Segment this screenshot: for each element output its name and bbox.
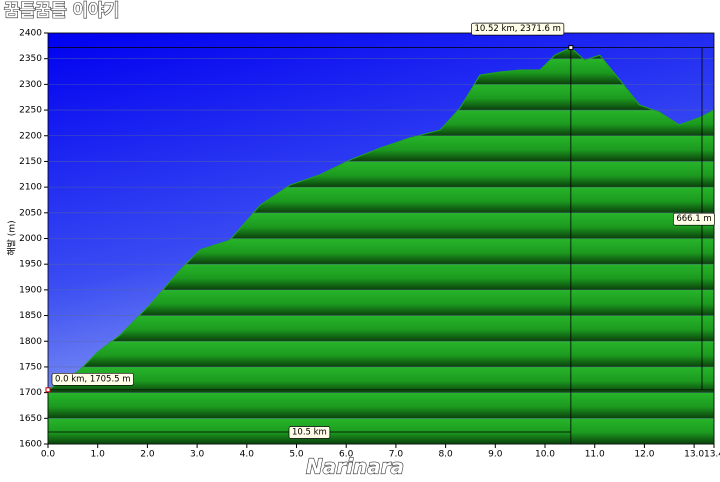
watermark: 꿈틀꿈틀 이야기 [4,1,119,21]
gain-box [672,212,716,226]
x-tick-label: 11.0 [585,450,605,460]
y-tick-label: 2400 [19,29,42,39]
gain-label: 666.1 m [676,214,711,224]
y-axis-label: 해발 (m) [7,220,18,255]
y-tick-label: 2250 [19,106,42,116]
y-tick-label: 1850 [19,311,42,321]
x-tick-label: 7.0 [389,450,404,460]
x-tick-label: 9.0 [488,450,503,460]
x-tick-label: 12.0 [634,450,654,460]
peak-box [471,22,565,36]
start-box [51,372,134,386]
x-tick-label: 0.0 [41,450,56,460]
y-tick-label: 1950 [19,260,42,270]
area [47,46,715,445]
x-tick-label: 8.0 [438,450,453,460]
peak-label: 10.52 km, 2371.6 m [474,24,560,34]
y-tick-label: 2100 [19,183,42,193]
y-tick-label: 1900 [19,285,42,295]
x-tick-label: 1.0 [91,450,106,460]
footer-watermark: Narinara [306,455,404,479]
x-tick-label: 6.0 [339,450,354,460]
start-marker [45,387,51,393]
x-tick-label: 13.0 [684,450,704,460]
plot-frame [47,32,715,445]
y-tick-label: 2050 [19,208,42,218]
y-tick-label: 1750 [19,362,42,372]
y-tick-label: 1800 [19,337,42,347]
y-tick-label: 2300 [19,80,42,90]
peak-marker [568,45,574,51]
y-tick-label: 2000 [19,234,42,244]
start-label: 0.0 km, 1705.5 m [55,374,131,384]
y-tick-label: 2150 [19,157,42,167]
y-tick-label: 2350 [19,54,42,64]
y-tick-label: 1600 [19,440,42,450]
y-tick-label: 1650 [19,414,42,424]
y-tick-label: 2200 [19,131,42,141]
y-tick-label: 1700 [19,388,42,398]
distance-label: 10.5 km [292,428,327,438]
x-tick-label: 10.0 [535,450,555,460]
x-tick-label: 5.0 [289,450,304,460]
x-tick-label: 4.0 [240,450,255,460]
x-tick-label: 2.0 [140,450,155,460]
x-tick-label: 3.0 [190,450,205,460]
distance-box [288,426,331,439]
x-tick-label: 13.4 [704,450,720,460]
